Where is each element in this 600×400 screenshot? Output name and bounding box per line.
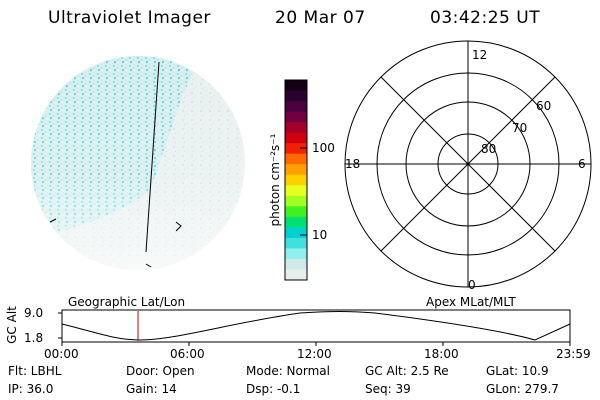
colorbar-segment <box>285 111 307 123</box>
mlt-label-0: 0 <box>468 278 476 292</box>
status-ip: IP: 36.0 <box>8 382 54 396</box>
mlt-label-12: 12 <box>472 48 488 62</box>
status-glon: GLon: 279.7 <box>486 382 559 396</box>
app-title: Ultraviolet Imager <box>48 8 211 28</box>
colorbar-segment <box>285 90 307 102</box>
colorbar-segment <box>285 132 307 144</box>
disk-tick-mark <box>145 263 152 268</box>
timeline-right-label: Apex MLat/MLT <box>426 295 516 309</box>
colorbar-segment <box>285 153 307 165</box>
earth-disk-image <box>31 56 245 270</box>
colorbar-segment <box>285 164 307 176</box>
x-tick-1800: 18:00 <box>424 347 459 361</box>
x-tick-2359: 23:59 <box>556 347 591 361</box>
colorbar-segment <box>285 269 307 281</box>
altitude-curve <box>61 311 571 341</box>
y-tick-1-8: 1.8 <box>24 331 44 345</box>
timeline-axis-title: GC Alt <box>5 306 19 344</box>
polar-grid <box>344 40 592 288</box>
colorbar-segment <box>285 216 307 228</box>
colorbar-segment <box>285 174 307 186</box>
status-mode: Mode: Normal <box>246 364 330 378</box>
status-gain: Gain: 14 <box>126 382 177 396</box>
colorbar-segment <box>285 80 307 92</box>
colorbar-segment <box>285 143 307 155</box>
colorbar-segment <box>285 122 307 134</box>
colorbar-segment <box>285 206 307 218</box>
colorbar-frame <box>284 79 308 281</box>
status-dsp: Dsp: -0.1 <box>246 382 301 396</box>
colorbar-label-10: 10 <box>312 228 328 242</box>
status-gc-alt: GC Alt: 2.5 Re <box>365 364 449 378</box>
x-tick-0600: 06:00 <box>170 347 205 361</box>
status-flt: Flt: LBHL <box>8 364 62 378</box>
mlt-label-6: 6 <box>578 157 586 171</box>
disk-tick-mark <box>49 218 57 223</box>
colorbar-segment <box>285 195 307 207</box>
lat-label-60: 60 <box>536 99 552 113</box>
colorbar-segment <box>285 258 307 270</box>
status-door: Door: Open <box>126 364 195 378</box>
colorbar-unit-label: photon cm⁻²s⁻¹ <box>268 133 282 227</box>
date-label: 20 Mar 07 <box>275 8 366 28</box>
time-label: 03:42:25 UT <box>430 8 541 28</box>
y-tick-9: 9.0 <box>24 306 44 320</box>
lat-label-70: 70 <box>512 121 528 135</box>
x-tick-0000: 00:00 <box>44 347 79 361</box>
status-glat: GLat: 10.9 <box>486 364 549 378</box>
status-seq: Seq: 39 <box>365 382 411 396</box>
colorbar-label-100: 100 <box>312 141 335 155</box>
disk-tick-mark <box>175 221 182 232</box>
colorbar-segment <box>285 101 307 113</box>
timeline-left-label: Geographic Lat/Lon <box>68 295 186 309</box>
colorbar <box>285 80 307 281</box>
terminator-line <box>145 61 160 253</box>
mlt-label-18: 18 <box>345 157 361 171</box>
colorbar-segment <box>285 227 307 239</box>
lat-label-80: 80 <box>481 142 497 156</box>
x-tick-1200: 12:00 <box>297 347 332 361</box>
colorbar-segment <box>285 185 307 197</box>
colorbar-segment <box>285 237 307 249</box>
colorbar-segment <box>285 248 307 260</box>
timeline-ticks <box>58 312 571 346</box>
